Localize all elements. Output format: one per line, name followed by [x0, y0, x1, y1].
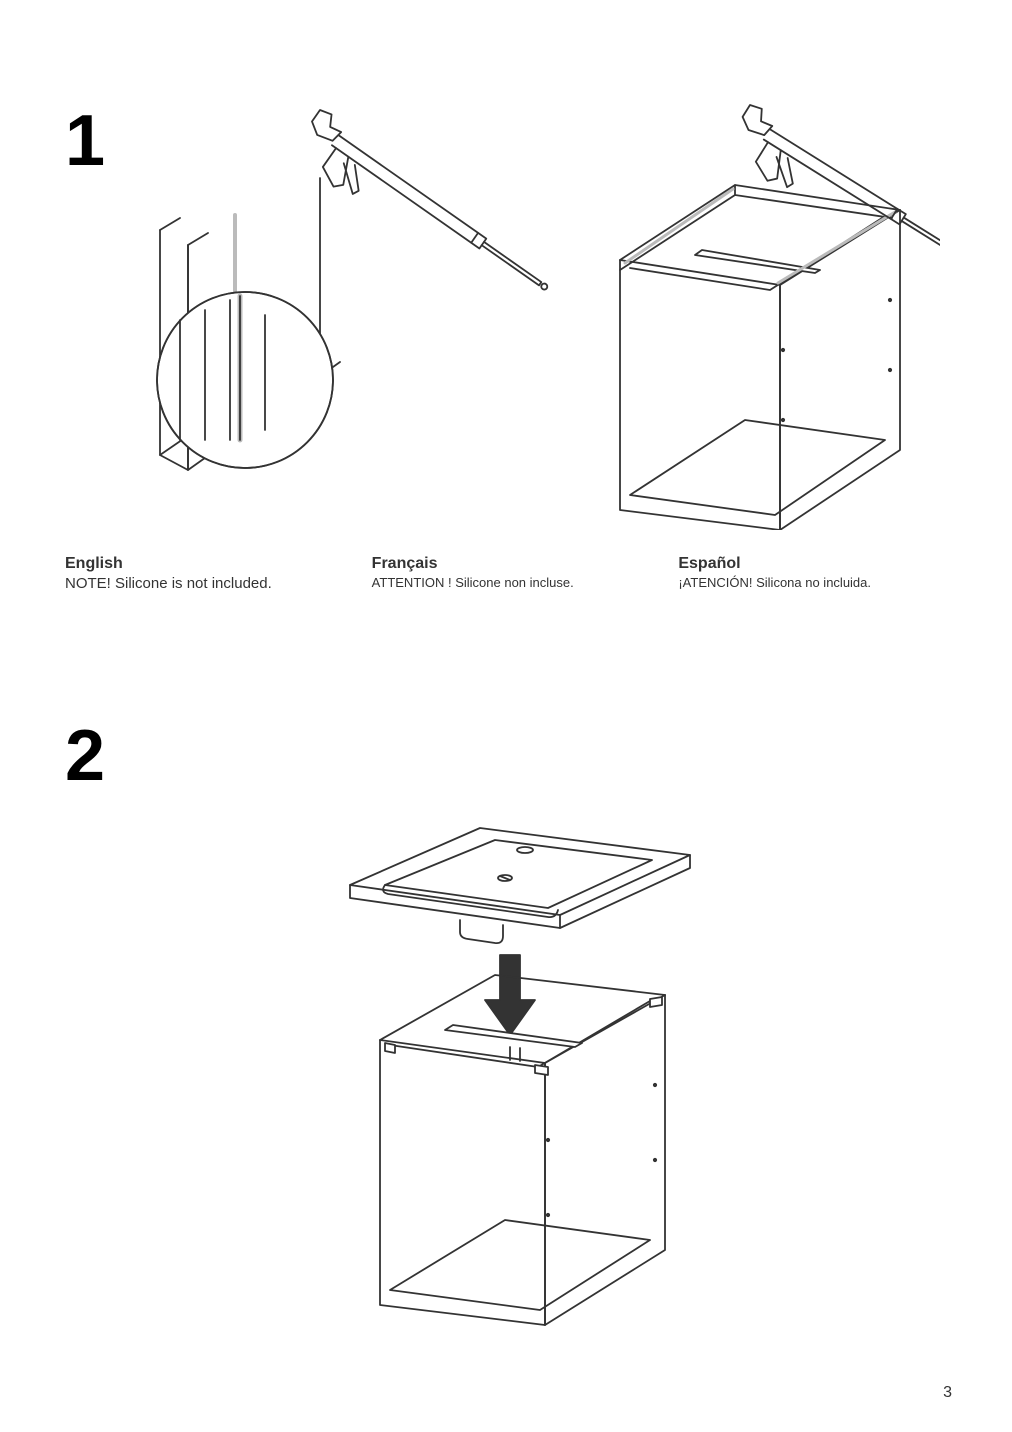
- note-english-body: NOTE! Silicone is not included.: [65, 575, 332, 592]
- note-english: English NOTE! Silicone is not included.: [65, 555, 332, 592]
- step-2-number: 2: [65, 720, 105, 792]
- note-espanol-body: ¡ATENCIÓN! Silicona no incluida.: [678, 575, 945, 590]
- step-1-illustration: [110, 100, 940, 530]
- page-number: 3: [943, 1384, 952, 1402]
- language-notes-row: English NOTE! Silicone is not included. …: [65, 555, 945, 592]
- note-francais: Français ATTENTION ! Silicone non inclus…: [372, 555, 639, 592]
- step-2-illustration: [300, 800, 720, 1330]
- down-arrow-icon: [485, 955, 535, 1035]
- note-english-heading: English: [65, 555, 332, 573]
- step-1-number: 1: [65, 105, 105, 177]
- note-espanol: Español ¡ATENCIÓN! Silicona no incluida.: [678, 555, 945, 592]
- note-francais-body: ATTENTION ! Silicone non incluse.: [372, 575, 639, 590]
- note-francais-heading: Français: [372, 555, 639, 573]
- note-espanol-heading: Español: [678, 555, 945, 573]
